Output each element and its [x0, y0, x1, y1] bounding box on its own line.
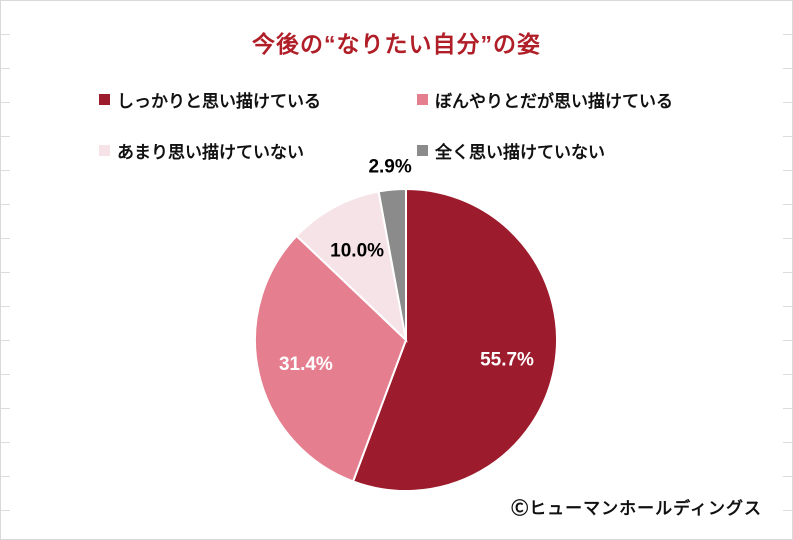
legend-marker-1: [99, 94, 110, 105]
pie-value-label-1: 55.7%: [480, 349, 534, 370]
legend-label-3: あまり思い描けていない: [117, 143, 304, 162]
legend-label-1: しっかりと思い描けている: [117, 92, 321, 111]
gridline-stubs-left: [1, 1, 10, 539]
pie-value-label-2: 31.4%: [279, 354, 333, 375]
pie-value-label-3: 10.0%: [330, 241, 384, 262]
pie-value-label-4: 2.9%: [368, 157, 411, 178]
chart-title: 今後の“なりたい自分”の姿: [252, 31, 541, 57]
legend-marker-3: [99, 145, 110, 156]
legend-item-2: ぼんやりとだが思い描けている: [417, 87, 673, 112]
legend-marker-2: [417, 94, 428, 105]
pie-slice-2: [254, 234, 408, 483]
legend-item-3: あまり思い描けていない: [99, 138, 417, 163]
legend-label-2: ぼんやりとだが思い描けている: [435, 92, 673, 111]
legend-marker-4: [417, 145, 428, 156]
copyright-credit: Ⓒヒューマンホールディングス: [511, 499, 762, 518]
pie-slice-1: [351, 187, 558, 492]
legend: しっかりと思い描けている ぼんやりとだが思い描けている あまり思い描けていない …: [99, 87, 673, 163]
gridline-stubs-right: [783, 1, 792, 539]
legend-label-4: 全く思い描けていない: [435, 143, 605, 162]
legend-item-1: しっかりと思い描けている: [99, 87, 417, 112]
pie-slice-4: [377, 187, 407, 341]
legend-item-4: 全く思い描けていない: [417, 138, 673, 163]
pie-slice-3: [295, 190, 408, 343]
